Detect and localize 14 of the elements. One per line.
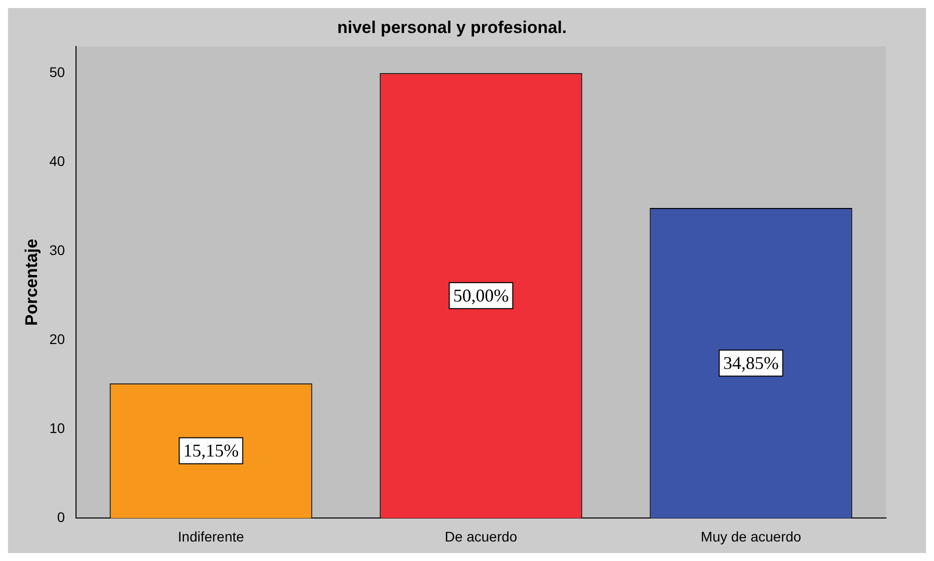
- y-axis-title: Porcentaje: [22, 238, 41, 326]
- y-tick-label: 50: [49, 64, 66, 80]
- y-tick-label: 0: [57, 509, 66, 526]
- y-tick-label: 20: [49, 331, 66, 348]
- x-tick-label: Muy de acuerdo: [700, 528, 802, 544]
- x-tick-label: Indiferente: [178, 528, 244, 544]
- y-tick-label: 40: [49, 152, 66, 169]
- x-tick-label: De acuerdo: [444, 528, 518, 544]
- data-label: 34,85%: [723, 352, 779, 373]
- y-tick-label: 30: [49, 242, 66, 258]
- data-label: 15,15%: [183, 440, 239, 461]
- y-tick-label: 10: [49, 420, 66, 436]
- chart-title: nivel personal y profesional.: [337, 18, 567, 37]
- data-label: 50,00%: [453, 285, 509, 306]
